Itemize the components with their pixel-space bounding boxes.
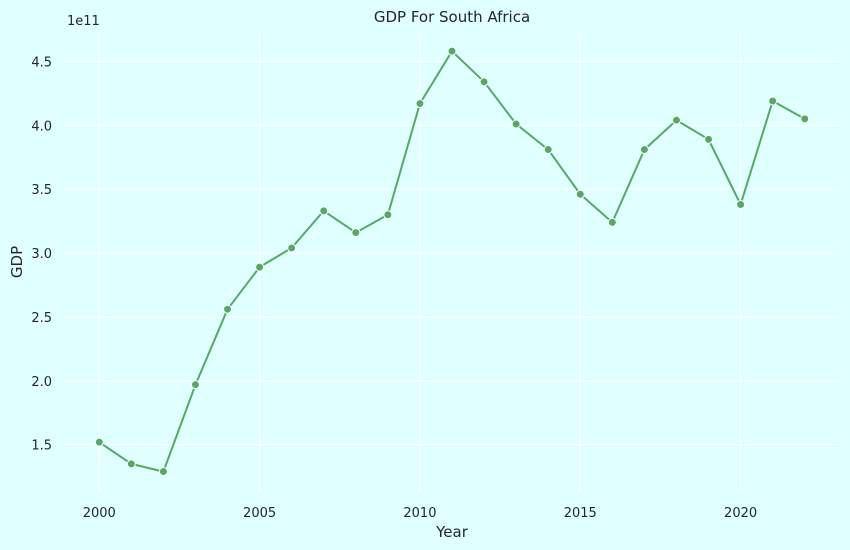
data-point [287, 243, 297, 253]
data-point [126, 459, 136, 469]
y-tick-label: 4.0 [31, 119, 52, 134]
x-axis-label: Year [435, 523, 469, 541]
data-point [319, 206, 329, 216]
y-tick-label: 1.5 [31, 439, 52, 454]
y-axis-offset-label: 1e11 [67, 14, 100, 29]
data-point [768, 96, 778, 106]
y-tick-labels: 1.5 2.0 2.5 3.0 3.5 4.0 4.5 [31, 55, 52, 453]
y-axis-label: GDP [8, 246, 26, 278]
series-gdp [94, 46, 810, 477]
data-point [255, 262, 265, 272]
data-point [158, 467, 168, 477]
x-tick-label: 2010 [403, 506, 436, 521]
data-point [447, 46, 457, 56]
y-tick-label: 3.5 [31, 183, 52, 198]
y-tick-label: 4.5 [31, 55, 52, 70]
data-point [543, 145, 553, 155]
x-tick-label: 2020 [724, 506, 757, 521]
data-point [639, 145, 649, 155]
y-tick-label: 3.0 [31, 247, 52, 262]
data-point [704, 134, 714, 144]
x-tick-label: 2005 [243, 506, 276, 521]
y-tick-label: 2.5 [31, 311, 52, 326]
data-point [415, 99, 425, 109]
series-line [98, 50, 806, 473]
chart-title: GDP For South Africa [374, 8, 530, 26]
data-point [479, 77, 489, 87]
x-tick-label: 2015 [564, 506, 597, 521]
data-point [671, 115, 681, 125]
y-tick-label: 2.0 [31, 375, 52, 390]
data-point [607, 217, 617, 227]
data-point [223, 304, 233, 314]
data-point [351, 228, 361, 238]
data-point [190, 380, 200, 390]
x-tick-label: 2000 [83, 506, 116, 521]
data-point [94, 437, 104, 447]
data-point [800, 114, 810, 124]
data-point [383, 210, 393, 220]
data-point [575, 189, 585, 199]
x-tick-labels: 2000 2005 2010 2015 2020 [83, 506, 757, 521]
data-point [736, 200, 746, 209]
data-point [511, 119, 521, 129]
